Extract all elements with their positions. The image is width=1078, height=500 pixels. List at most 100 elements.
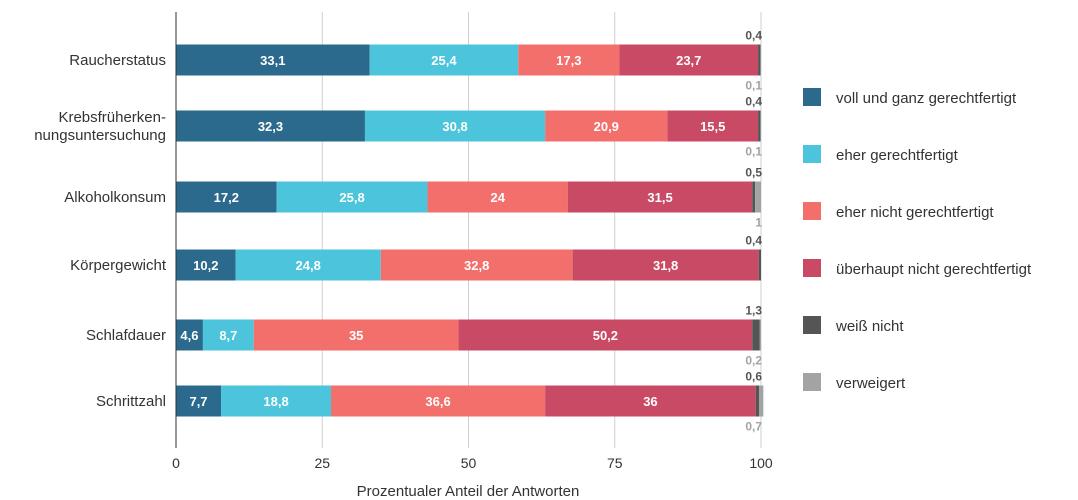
data-label: 25,8 — [339, 190, 364, 205]
data-label: 36 — [643, 394, 657, 409]
bar-segment — [619, 44, 759, 76]
bar-segment — [572, 249, 759, 281]
bar-segment — [759, 385, 764, 417]
data-label: 31,8 — [653, 258, 678, 273]
data-label: 36,6 — [425, 394, 450, 409]
data-label: 30,8 — [442, 119, 467, 134]
category-label: Alkoholkonsum — [64, 189, 166, 206]
x-tick-label: 25 — [314, 455, 330, 471]
data-labels: 33,1 25,4 17,3 23,7 0,4 0,1 32,3 30,8 20,9 15,5 0,… — [180, 29, 762, 434]
grid-lines — [321, 12, 762, 448]
data-label: 32,8 — [464, 258, 489, 273]
legend-label: verweigert — [836, 375, 906, 392]
category-labels: Raucherstatus Krebsfrüherken-nungsuntersu… — [34, 52, 167, 410]
data-label: 10,2 — [193, 258, 218, 273]
x-tick-label: 0 — [172, 455, 180, 471]
data-label-below: 1 — [755, 216, 762, 230]
bar-segment — [202, 319, 254, 351]
bar-segment — [369, 44, 519, 76]
bar-segment — [752, 319, 760, 351]
bar-segment — [176, 319, 203, 351]
x-tick-label: 75 — [607, 455, 623, 471]
x-axis: 0 25 50 75 100 — [172, 12, 773, 471]
bar-segment — [567, 181, 753, 213]
bar-segment — [758, 249, 761, 281]
legend-label: voll und ganz gerechtfertigt — [836, 90, 1017, 107]
data-label: 32,3 — [258, 119, 283, 134]
bar-segment — [364, 110, 546, 142]
bar-segment — [221, 385, 332, 417]
bar-segment — [276, 181, 428, 213]
bar-segment — [755, 385, 760, 417]
data-label: 24,8 — [296, 258, 321, 273]
category-label: Raucherstatus — [69, 52, 166, 69]
data-label: 24 — [491, 190, 506, 205]
x-tick-label: 100 — [749, 455, 773, 471]
legend: voll und ganz gerechtfertigt eher gerecht… — [803, 88, 1032, 392]
data-label: 25,4 — [431, 53, 457, 68]
bar-segment — [759, 319, 761, 351]
bar-segment — [518, 44, 620, 76]
data-label: 50,2 — [593, 328, 618, 343]
legend-swatch — [803, 316, 821, 334]
bar-segment — [760, 44, 761, 76]
x-tick-label: 50 — [461, 455, 477, 471]
data-label-above: 0,6 — [745, 370, 762, 384]
data-label-below: 0,1 — [745, 145, 762, 159]
bar-segment — [380, 249, 573, 281]
bar-segment — [253, 319, 459, 351]
bar-segment — [758, 110, 761, 142]
data-label: 8,7 — [219, 328, 237, 343]
data-label: 17,2 — [214, 190, 239, 205]
bar-segment — [458, 319, 753, 351]
legend-swatch — [803, 88, 821, 106]
data-label: 18,8 — [263, 394, 288, 409]
data-label: 4,6 — [180, 328, 198, 343]
bar-segment — [427, 181, 568, 213]
data-label-above: 1,3 — [745, 304, 762, 318]
x-axis-title: Prozentualer Anteil der Antworten — [357, 483, 580, 500]
legend-swatch — [803, 145, 821, 163]
data-label: 31,5 — [647, 190, 672, 205]
legend-swatch — [803, 259, 821, 277]
data-label: 7,7 — [189, 394, 207, 409]
bar-segment — [545, 385, 756, 417]
bar-segment — [176, 110, 365, 142]
bar-segment — [752, 181, 756, 213]
bar-segment — [760, 110, 761, 142]
category-label: Körpergewicht — [70, 257, 167, 274]
bar-segment — [758, 44, 761, 76]
legend-label: überhaupt nicht gerechtfertigt — [836, 261, 1032, 278]
data-label: 23,7 — [676, 53, 701, 68]
bar-segment — [176, 44, 370, 76]
data-label-above: 0,5 — [745, 166, 762, 180]
bar-segment — [235, 249, 381, 281]
bar-segment — [176, 181, 277, 213]
category-label: Schrittzahl — [96, 393, 166, 410]
data-label: 20,9 — [594, 119, 619, 134]
legend-label: eher nicht gerechtfertigt — [836, 204, 994, 221]
legend-label: eher gerechtfertigt — [836, 147, 959, 164]
data-label-above: 0,4 — [745, 29, 762, 43]
legend-swatch — [803, 373, 821, 391]
data-label: 15,5 — [700, 119, 725, 134]
bar-segment — [667, 110, 759, 142]
data-label-below: 0,7 — [745, 420, 762, 434]
data-label-below: 0,2 — [745, 354, 762, 368]
data-label-above: 0,4 — [745, 234, 762, 248]
legend-swatch — [803, 202, 821, 220]
data-label-below: 0,1 — [745, 79, 762, 93]
bar-segment — [331, 385, 546, 417]
category-label: Krebsfrüherken-nungsuntersuchung — [34, 109, 166, 144]
data-label: 35 — [349, 328, 363, 343]
category-label: Schlafdauer — [86, 327, 166, 344]
legend-label: weiß nicht — [835, 318, 904, 335]
bar-segment — [755, 181, 761, 213]
bar-segment — [545, 110, 668, 142]
data-label: 33,1 — [260, 53, 285, 68]
bar-segment — [176, 385, 222, 417]
bar-segment — [176, 249, 236, 281]
data-label-above: 0,4 — [745, 95, 762, 109]
bars — [176, 44, 764, 417]
